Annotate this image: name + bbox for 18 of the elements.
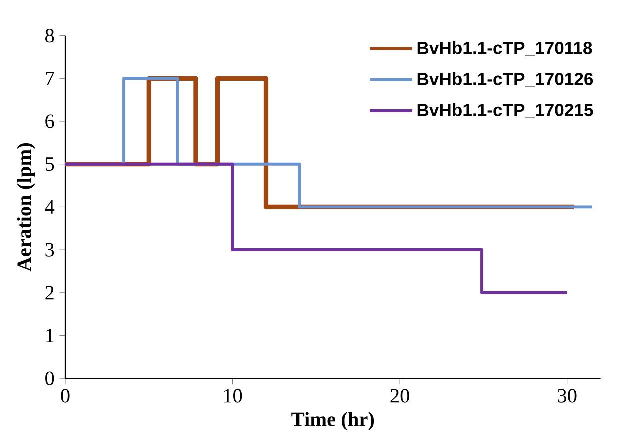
y-axis-title: Aeration (lpm) — [17, 143, 36, 272]
y-tick-label: 8 — [46, 28, 54, 43]
x-axis-title: Time (hr) — [292, 412, 374, 430]
x-tick-label: 0 — [61, 389, 70, 403]
legend-label: BvHb1.1-cTP_170126 — [418, 72, 594, 88]
legend-label: BvHb1.1-cTP_170118 — [418, 41, 592, 56]
x-tick-label: 30 — [558, 389, 577, 403]
y-tick-label: 6 — [46, 114, 54, 128]
y-tick-label: 5 — [46, 157, 54, 171]
y-tick-label: 4 — [45, 200, 55, 214]
x-tick-label: 20 — [390, 389, 410, 403]
x-tick-label: 10 — [224, 389, 242, 403]
y-tick-label: 2 — [46, 286, 54, 300]
y-tick-label: 3 — [46, 243, 54, 257]
y-tick-label: 0 — [46, 372, 54, 386]
legend-label: BvHb1.1-cTP_170215 — [418, 103, 594, 118]
y-tick-label: 1 — [46, 328, 54, 342]
y-tick-label: 7 — [46, 72, 54, 86]
